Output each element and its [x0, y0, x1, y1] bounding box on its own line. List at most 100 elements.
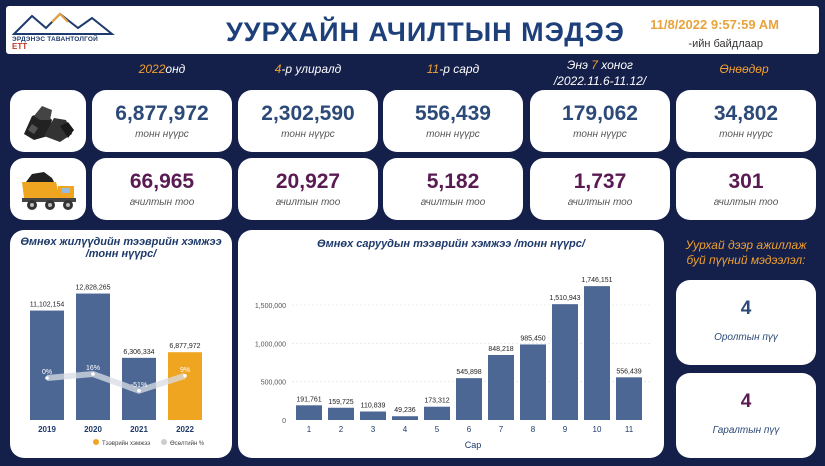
- year-value-label: 6,306,334: [123, 349, 154, 356]
- month-tick-label: 1: [307, 425, 312, 434]
- month-value-label: 545,898: [456, 369, 481, 376]
- tonnage-unit: тонн нүүрс: [719, 129, 773, 140]
- growth-point: [183, 373, 187, 378]
- entered-trucks-label: Оролтын пүү: [714, 332, 778, 343]
- y-tick-label: 500,000: [261, 380, 286, 387]
- tonnage-card-month: 556,439 тонн нүүрс: [383, 90, 523, 152]
- tonnage-card-week: 179,062 тонн нүүрс: [530, 90, 670, 152]
- month-bar: [520, 344, 546, 420]
- month-tick-label: 5: [435, 425, 440, 434]
- month-tick-label: 10: [593, 425, 602, 434]
- growth-label: -51%: [131, 382, 147, 389]
- exited-trucks-card: 4 Гаралтын пүү: [676, 373, 816, 458]
- year-tick-label: 2021: [130, 425, 148, 434]
- report-datetime: 11/8/2022 9:57:59 AM: [650, 17, 779, 32]
- growth-point: [91, 372, 95, 376]
- monthly-chart-panel: Өмнөх саруудын тээврийн хэмжээ /тонн нүү…: [238, 230, 664, 458]
- y-tick-label: 1,500,000: [255, 303, 286, 310]
- tonnage-value: 556,439: [415, 102, 491, 125]
- entered-trucks-value: 4: [740, 298, 752, 319]
- month-tick-label: 2: [339, 425, 344, 434]
- report-datetime-suffix: -ийн байдлаар: [688, 38, 763, 50]
- tonnage-unit: тонн нүүрс: [135, 129, 189, 140]
- year-value-label: 11,102,154: [30, 302, 65, 309]
- month-tick-label: 7: [499, 425, 504, 434]
- monthly-chart: 0 500,000 1,000,000 1,500,000 191,761 1 159,72…: [255, 277, 650, 450]
- yearly-chart-title-line1: Өмнөх жилүүдийн тээврийн хэмжээ: [20, 236, 222, 248]
- loads-value: 301: [728, 170, 764, 193]
- yearly-chart-title-line2: /тонн нүүрс/: [85, 248, 157, 260]
- month-value-label: 556,439: [616, 368, 641, 375]
- mountain-logo-icon: [11, 12, 115, 35]
- month-tick-label: 9: [563, 425, 568, 434]
- month-value-label: 191,761: [296, 396, 321, 403]
- loads-card-week: 1,737 ачилтын тоо: [530, 158, 670, 220]
- yearly-chart: 11,102,154 2019 12,828,265 2020 6,306,334 202…: [30, 285, 205, 447]
- month-value-label: 985,450: [520, 335, 545, 342]
- tonnage-unit: тонн нүүрс: [426, 129, 480, 140]
- tonnage-unit: тонн нүүрс: [281, 129, 335, 140]
- growth-point: [45, 376, 49, 380]
- growth-label: 9%: [180, 367, 190, 374]
- company-logo: ЭРДЭНЭС ТАВАНТОЛГОЙ ЕТТ: [11, 12, 122, 51]
- month-bar: [360, 411, 386, 420]
- tonnage-value: 2,302,590: [261, 102, 355, 125]
- legend-series-marker: [93, 439, 99, 445]
- year-bar: [168, 352, 202, 420]
- column-header-month: 11-р сард: [426, 62, 480, 76]
- column-header-today: Өнөөдөр: [719, 62, 769, 76]
- tonnage-value: 6,877,972: [115, 102, 209, 125]
- loads-value: 5,182: [426, 170, 480, 193]
- tonnage-value: 34,802: [713, 102, 779, 125]
- month-value-label: 848,218: [488, 346, 513, 353]
- loads-value: 1,737: [573, 170, 627, 193]
- coal-pile-icon: [24, 106, 74, 142]
- loads-unit: ачилтын тоо: [567, 197, 633, 208]
- y-tick-label: 1,000,000: [255, 341, 286, 348]
- header-bar: ЭРДЭНЭС ТАВАНТОЛГОЙ ЕТТ УУРХАЙН АЧИЛТЫН …: [6, 6, 819, 54]
- month-tick-label: 8: [531, 425, 536, 434]
- month-bar: [328, 407, 354, 420]
- dump-truck-icon: [22, 172, 76, 210]
- exited-trucks-value: 4: [740, 391, 752, 412]
- loads-card-month: 5,182 ачилтын тоо: [383, 158, 523, 220]
- month-tick-label: 3: [371, 425, 376, 434]
- loads-card-today: 301 ачилтын тоо: [676, 158, 816, 220]
- year-tick-label: 2020: [84, 425, 102, 434]
- growth-point: [137, 388, 141, 393]
- month-tick-label: 6: [467, 425, 472, 434]
- loads-unit: ачилтын тоо: [713, 197, 779, 208]
- month-tick-label: 4: [403, 425, 408, 434]
- truck-icon-card: [10, 158, 86, 220]
- year-bar: [76, 293, 110, 420]
- month-value-label: 1,746,151: [581, 277, 612, 284]
- year-tick-label: 2022: [176, 425, 194, 434]
- year-value-label: 6,877,972: [169, 343, 200, 350]
- tonnage-card-quarter: 2,302,590 тонн нүүрс: [238, 90, 378, 152]
- month-value-label: 1,510,943: [549, 295, 580, 302]
- loads-unit: ачилтын тоо: [129, 197, 195, 208]
- entered-trucks-card: 4 Оролтын пүү: [676, 280, 816, 365]
- yearly-chart-panel: Өмнөх жилүүдийн тээврийн хэмжээ /тонн нү…: [10, 230, 232, 458]
- month-bar: [488, 354, 514, 420]
- logo-text: ЭРДЭНЭС ТАВАНТОЛГОЙ: [12, 36, 99, 43]
- month-bar: [424, 406, 450, 420]
- year-value-label: 12,828,265: [75, 285, 110, 292]
- month-bar: [584, 286, 610, 420]
- month-bar: [456, 378, 482, 420]
- loads-value: 66,965: [129, 170, 195, 193]
- growth-label: 16%: [86, 365, 100, 372]
- page-title: УУРХАЙН АЧИЛТЫН МЭДЭЭ: [226, 17, 625, 47]
- month-value-label: 173,312: [424, 398, 449, 405]
- month-value-label: 110,839: [361, 403, 386, 410]
- month-bar: [552, 304, 578, 420]
- column-header-quarter: 4-р улиралд: [274, 62, 342, 76]
- loads-unit: ачилтын тоо: [420, 197, 486, 208]
- legend-growth-label: Өсөлтийн %: [170, 440, 205, 447]
- legend-growth-marker: [161, 439, 167, 445]
- loads-value: 20,927: [275, 170, 341, 193]
- growth-line: [46, 370, 186, 394]
- month-value-label: 159,725: [328, 399, 353, 406]
- year-tick-label: 2019: [38, 425, 56, 434]
- exited-trucks-label: Гаралтын пүү: [712, 425, 780, 436]
